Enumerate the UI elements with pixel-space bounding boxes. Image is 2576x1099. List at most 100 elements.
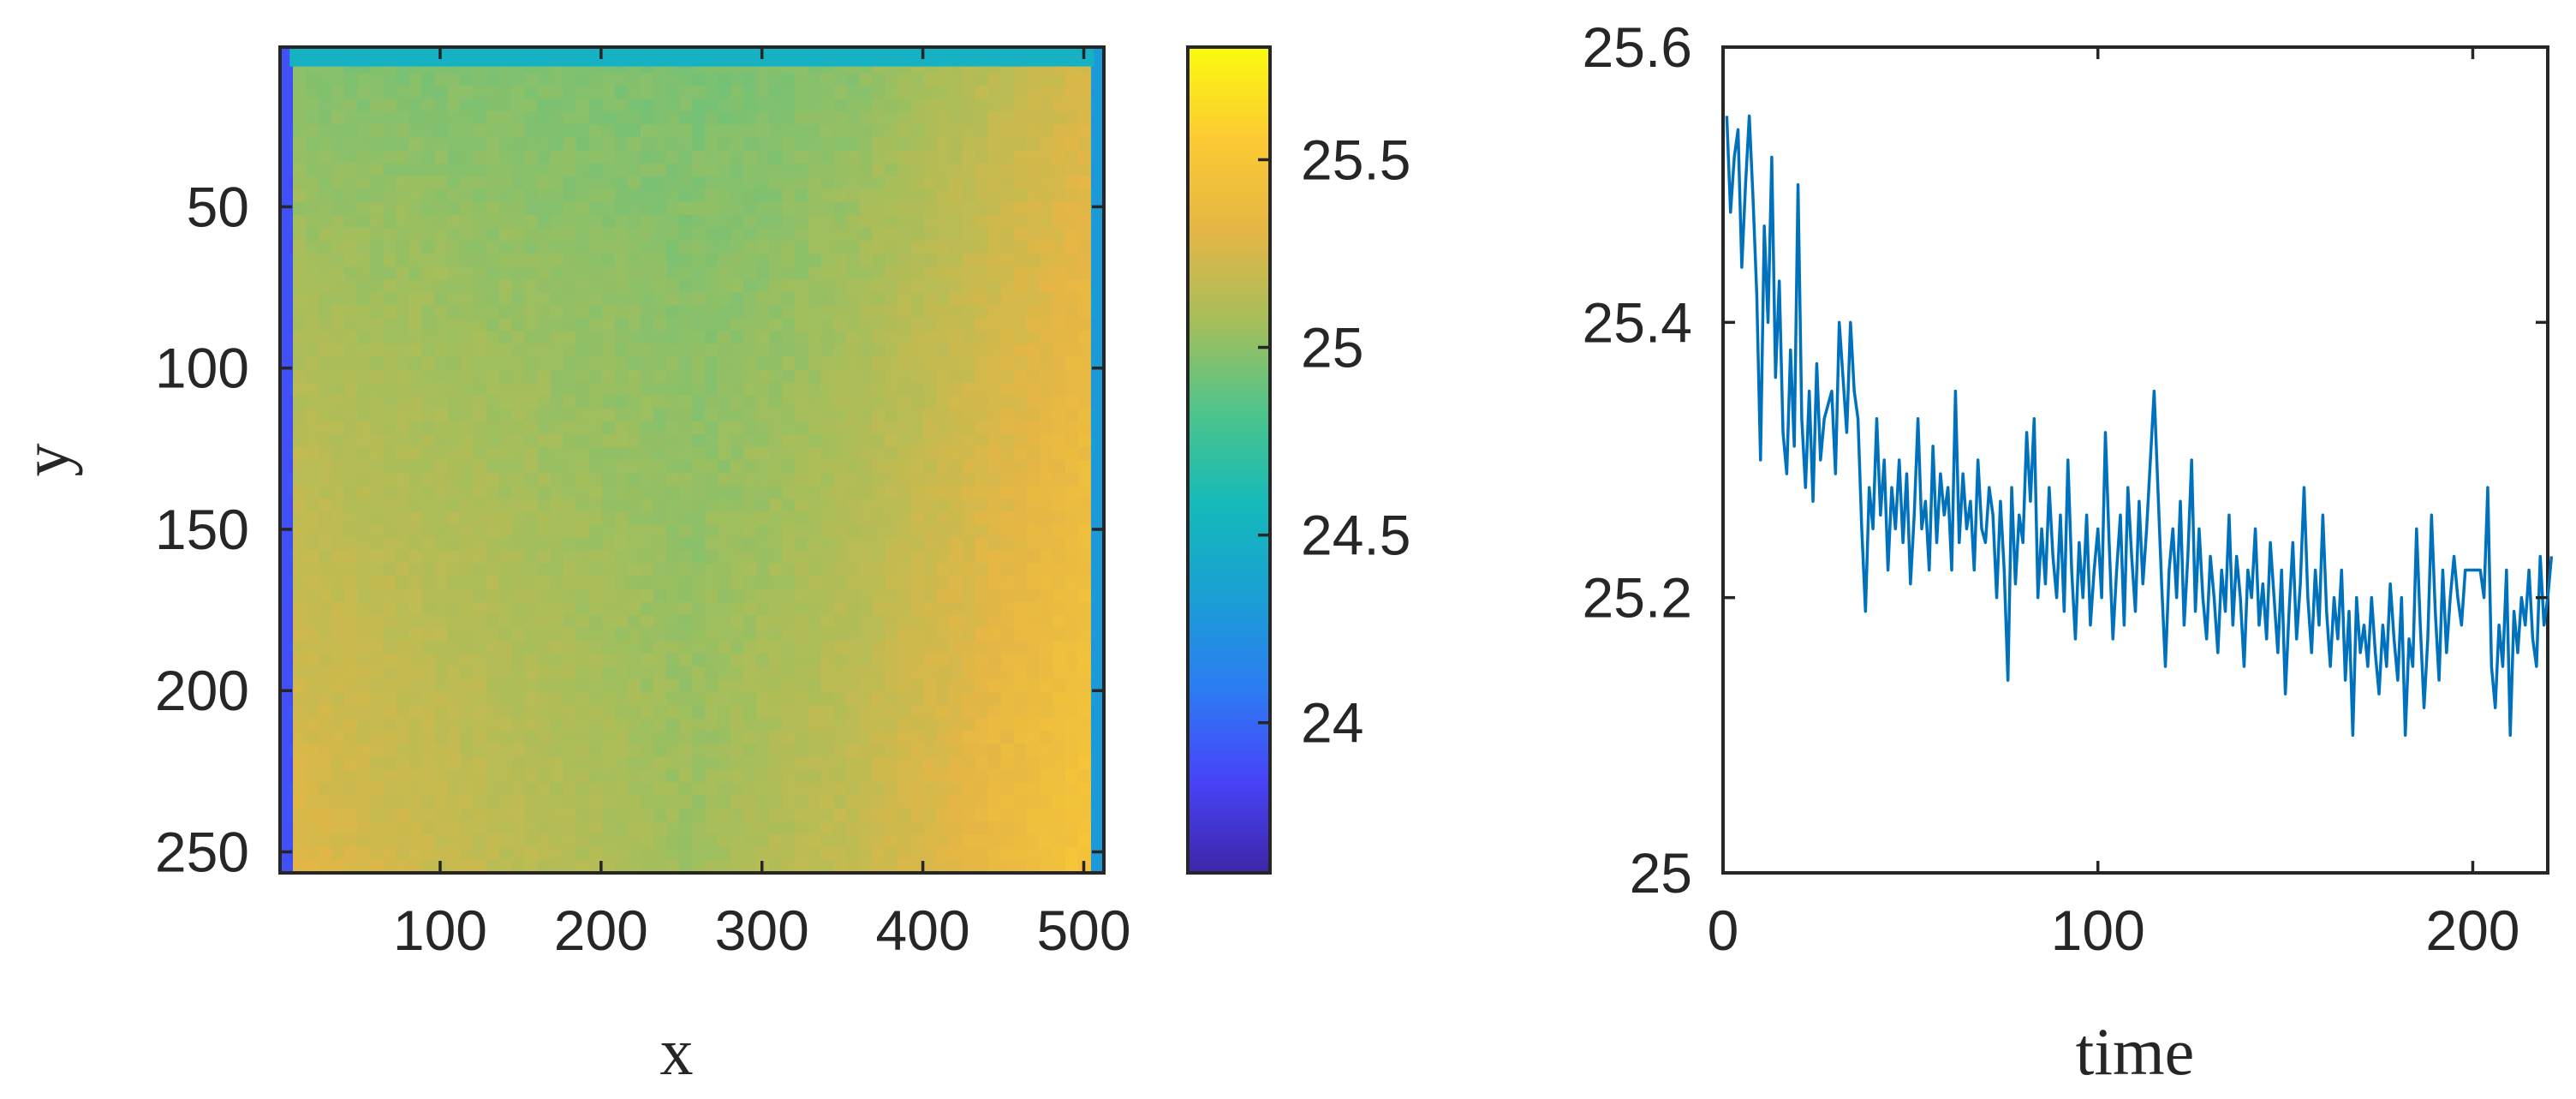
- heatmap-cell: [665, 460, 680, 474]
- heatmap-cell: [498, 176, 513, 190]
- heatmap-cell: [537, 305, 552, 319]
- heatmap-cell: [344, 821, 358, 835]
- heatmap-cell: [705, 188, 719, 203]
- heatmap-cell: [447, 240, 462, 254]
- heatmap-cell: [705, 395, 719, 409]
- heatmap-cell: [1039, 537, 1053, 552]
- heatmap-cell: [820, 769, 834, 784]
- heatmap-cell: [331, 795, 345, 809]
- heatmap-cell: [383, 382, 397, 397]
- heatmap-cell: [859, 588, 874, 603]
- heatmap-cell: [537, 163, 552, 177]
- heatmap-cell: [640, 744, 654, 758]
- heatmap-cell: [331, 588, 345, 603]
- heatmap-cell: [486, 433, 500, 448]
- heatmap-cell: [601, 150, 616, 164]
- heatmap-cell: [550, 614, 564, 629]
- heatmap-cell: [910, 408, 925, 422]
- heatmap-cell: [601, 499, 616, 512]
- heatmap-cell: [396, 343, 409, 358]
- heatmap-cell: [498, 86, 513, 99]
- heatmap-cell: [306, 499, 319, 512]
- heatmap-cell: [537, 731, 552, 744]
- heatmap-cell: [962, 188, 976, 203]
- heatmap-cell: [460, 846, 474, 861]
- heatmap-cell: [511, 137, 526, 152]
- heatmap-cell: [718, 756, 731, 771]
- heatmap-cell: [614, 782, 629, 797]
- heatmap-cell: [550, 188, 564, 203]
- heatmap-cell: [434, 846, 449, 861]
- heatmap-cell: [524, 99, 539, 112]
- heatmap-cell: [808, 433, 821, 448]
- heatmap-cell: [665, 731, 680, 744]
- heatmap-cell: [306, 821, 319, 835]
- heatmap-cell: [730, 124, 744, 139]
- heatmap-cell: [486, 821, 500, 835]
- heatmap-cell: [460, 588, 474, 603]
- heatmap-cell: [1000, 73, 1015, 87]
- heatmap-cell: [383, 833, 397, 848]
- heatmap-cell: [678, 331, 693, 345]
- heatmap-cell: [923, 188, 938, 203]
- heatmap-cell: [1026, 846, 1041, 861]
- heatmap-cell: [653, 601, 667, 616]
- heatmap-cell: [678, 446, 693, 461]
- heatmap-cell: [820, 369, 834, 384]
- heatmap-cell: [563, 511, 577, 525]
- heatmap-cell: [936, 833, 951, 848]
- heatmap-cell: [808, 859, 821, 874]
- heatmap-cell: [421, 408, 435, 422]
- heatmap-cell: [705, 240, 719, 254]
- heatmap-cell: [910, 279, 925, 293]
- heatmap-cell: [782, 563, 796, 577]
- heatmap-cell: [769, 356, 783, 371]
- heatmap-cell: [524, 240, 539, 254]
- heatmap-cell: [743, 563, 757, 577]
- heatmap-cell: [653, 756, 667, 771]
- heatmap-cell: [357, 782, 371, 797]
- heatmap-cell: [1000, 369, 1015, 384]
- heatmap-cell: [447, 718, 462, 732]
- heatmap-cell: [769, 240, 783, 254]
- heatmap-cell: [486, 86, 500, 99]
- heatmap-cell: [537, 666, 552, 680]
- heatmap-cell: [846, 511, 861, 525]
- heatmap-cell: [524, 614, 539, 629]
- heatmap-cell: [808, 240, 821, 254]
- heatmap-cell: [808, 640, 821, 654]
- heatmap-cell: [627, 640, 641, 654]
- heatmap-cell: [962, 705, 976, 719]
- heatmap-cell: [550, 705, 564, 719]
- heatmap-cell: [460, 150, 474, 164]
- heatmap-cell: [718, 460, 731, 474]
- heatmap-cell: [370, 163, 384, 177]
- heatmap-cell: [408, 266, 422, 280]
- heatmap-cell: [782, 279, 796, 293]
- heatmap-cell: [344, 692, 358, 706]
- heatmap-cell: [1000, 614, 1015, 629]
- heatmap-cell: [1000, 576, 1015, 590]
- heatmap-cell: [923, 769, 938, 784]
- heatmap-cell: [705, 524, 719, 538]
- heatmap-cell: [1052, 640, 1066, 654]
- heatmap-cell: [730, 769, 744, 784]
- heatmap-cell: [627, 395, 641, 409]
- heatmap-cell: [653, 679, 667, 693]
- heatmap-cell: [897, 111, 912, 125]
- heatmap-cell: [511, 124, 526, 139]
- heatmap-cell: [473, 99, 487, 112]
- heatmap-cell: [949, 563, 963, 577]
- heatmap-cell: [705, 343, 719, 358]
- heatmap-cell: [434, 446, 449, 461]
- heatmap-cell: [1013, 718, 1028, 732]
- heatmap-cell: [434, 614, 449, 629]
- heatmap-cell: [293, 214, 307, 229]
- heatmap-cell: [885, 137, 899, 152]
- heatmap-cell: [936, 279, 951, 293]
- heatmap-cell: [795, 433, 808, 448]
- heatmap-cell: [665, 614, 680, 629]
- heatmap-cell: [718, 73, 731, 87]
- heatmap-cell: [460, 718, 474, 732]
